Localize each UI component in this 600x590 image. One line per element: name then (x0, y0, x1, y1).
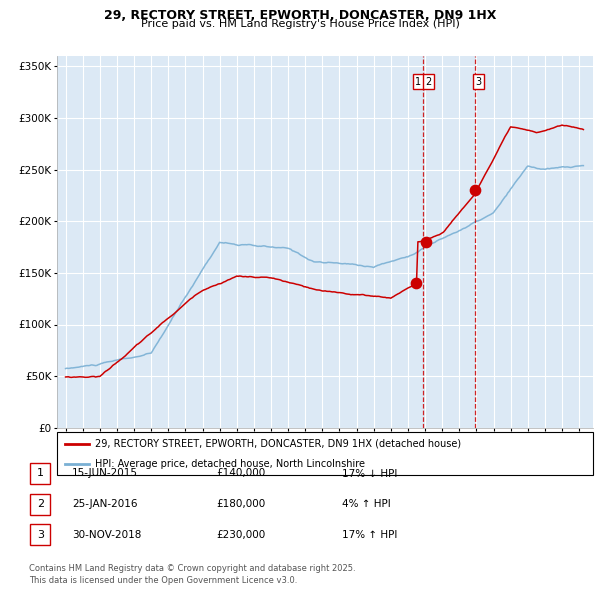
Point (421, 237, 431, 247)
Text: £180,000: £180,000 (216, 499, 265, 509)
Text: 2: 2 (37, 499, 44, 509)
Bar (30, 463, 50, 484)
Text: £140,000: £140,000 (216, 468, 265, 478)
Bar (30, 525, 50, 545)
Text: 1: 1 (37, 468, 44, 478)
Text: 29, RECTORY STREET, EPWORTH, DONCASTER, DN9 1HX: 29, RECTORY STREET, EPWORTH, DONCASTER, … (104, 9, 496, 22)
Text: 3: 3 (475, 77, 481, 87)
Text: Contains HM Land Registry data © Crown copyright and database right 2025.
This d: Contains HM Land Registry data © Crown c… (29, 565, 355, 585)
Point (470, 185, 480, 195)
Text: 2: 2 (425, 77, 431, 87)
Text: £230,000: £230,000 (216, 530, 265, 540)
Text: 1: 1 (415, 77, 421, 87)
Text: 17% ↑ HPI: 17% ↑ HPI (342, 530, 397, 540)
Text: 4% ↑ HPI: 4% ↑ HPI (342, 499, 391, 509)
Text: 25-JAN-2016: 25-JAN-2016 (72, 499, 137, 509)
Point (411, 278, 421, 288)
Text: Price paid vs. HM Land Registry's House Price Index (HPI): Price paid vs. HM Land Registry's House … (140, 19, 460, 30)
Bar (30, 493, 50, 514)
Text: 3: 3 (37, 530, 44, 540)
Text: 17% ↓ HPI: 17% ↓ HPI (342, 468, 397, 478)
Text: 29, RECTORY STREET, EPWORTH, DONCASTER, DN9 1HX (detached house): 29, RECTORY STREET, EPWORTH, DONCASTER, … (95, 438, 461, 448)
Text: 30-NOV-2018: 30-NOV-2018 (72, 530, 142, 540)
Text: 15-JUN-2015: 15-JUN-2015 (72, 468, 138, 478)
Text: HPI: Average price, detached house, North Lincolnshire: HPI: Average price, detached house, Nort… (95, 459, 365, 469)
